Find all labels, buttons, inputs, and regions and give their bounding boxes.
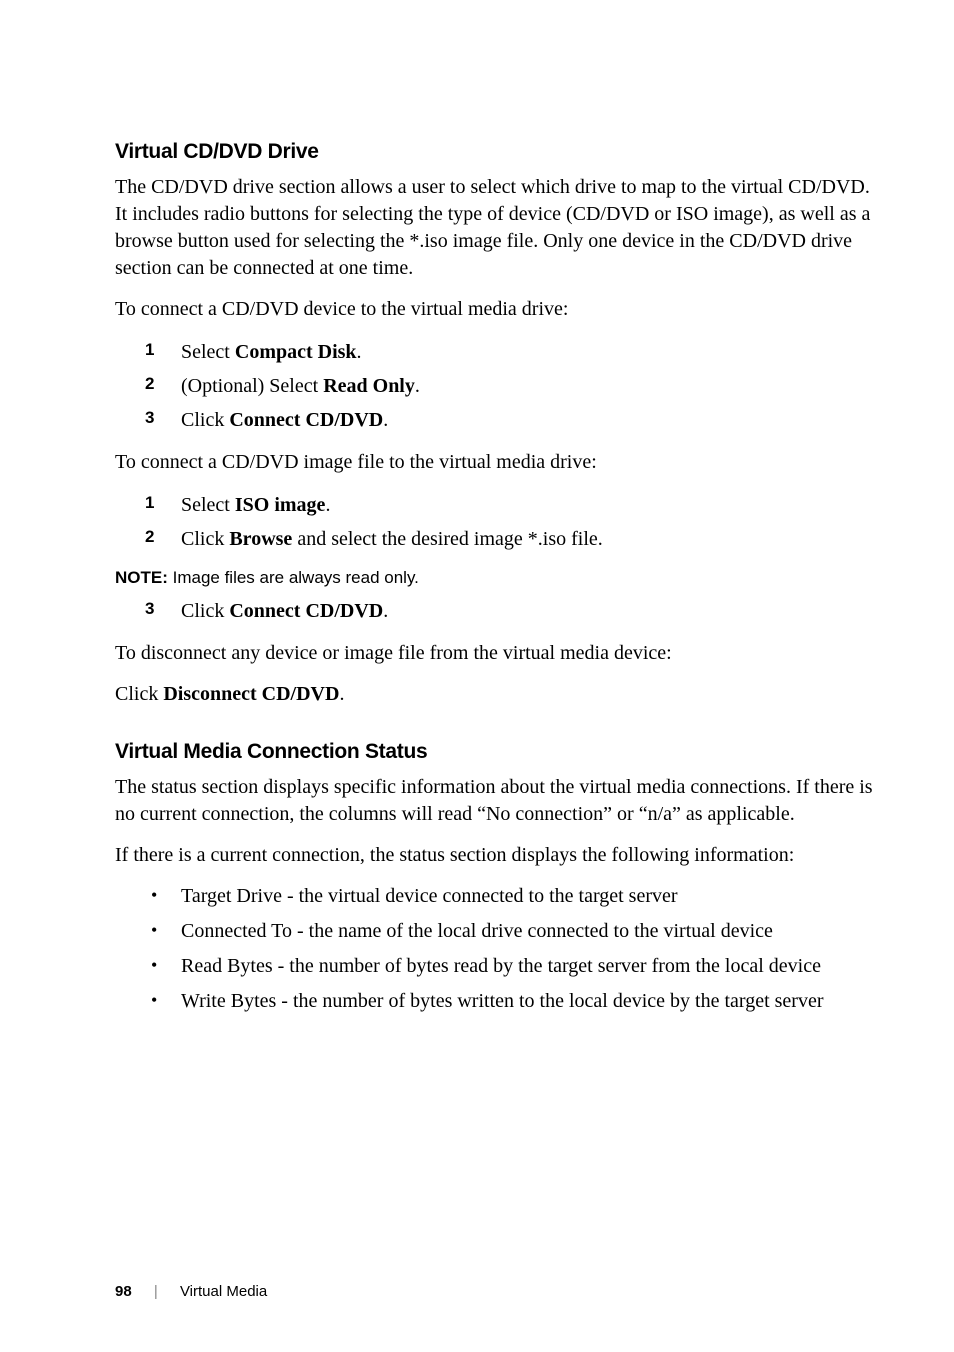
disconnect-pre: Click xyxy=(115,683,163,705)
step-text-post: . xyxy=(325,494,330,516)
step-number: 3 xyxy=(145,596,154,622)
step-text-bold: Compact Disk xyxy=(235,341,357,363)
step-text-pre: Select xyxy=(181,494,235,516)
step-text-post: and select the desired image *.iso file. xyxy=(292,528,602,550)
status-bullet-list: Target Drive - the virtual device connec… xyxy=(145,883,874,1015)
step-2: 2 Click Browse and select the desired im… xyxy=(145,524,874,554)
step-text-pre: Click xyxy=(181,600,229,622)
status-para-1: The status section displays specific inf… xyxy=(115,774,874,828)
disconnect-post: . xyxy=(339,683,344,705)
steps-connect-device: 1 Select Compact Disk. 2 (Optional) Sele… xyxy=(145,337,874,435)
connect-image-lead: To connect a CD/DVD image file to the vi… xyxy=(115,449,874,476)
step-number: 2 xyxy=(145,524,154,550)
note-text: Image files are always read only. xyxy=(173,568,419,587)
step-1: 1 Select Compact Disk. xyxy=(145,337,874,367)
heading-virtual-cddvd-drive: Virtual CD/DVD Drive xyxy=(115,140,874,164)
footer-divider: | xyxy=(154,1283,158,1300)
disconnect-instruction: Click Disconnect CD/DVD. xyxy=(115,681,874,708)
step-text-post: . xyxy=(357,341,362,363)
step-text-pre: (Optional) Select xyxy=(181,375,323,397)
step-text-pre: Select xyxy=(181,341,235,363)
step-text-post: . xyxy=(415,375,420,397)
note-label: NOTE: xyxy=(115,568,173,587)
step-3: 3 Click Connect CD/DVD. xyxy=(145,405,874,435)
step-text-bold: Connect CD/DVD xyxy=(229,600,383,622)
bullet-target-drive: Target Drive - the virtual device connec… xyxy=(145,883,874,910)
step-number: 1 xyxy=(145,337,154,363)
status-para-2: If there is a current connection, the st… xyxy=(115,842,874,869)
bullet-read-bytes: Read Bytes - the number of bytes read by… xyxy=(145,953,874,980)
step-number: 2 xyxy=(145,371,154,397)
heading-virtual-media-connection-status: Virtual Media Connection Status xyxy=(115,740,874,764)
bullet-write-bytes: Write Bytes - the number of bytes writte… xyxy=(145,988,874,1015)
steps-after-note: 3 Click Connect CD/DVD. xyxy=(145,596,874,626)
step-2: 2 (Optional) Select Read Only. xyxy=(145,371,874,401)
page-number: 98 xyxy=(115,1283,132,1300)
bullet-connected-to: Connected To - the name of the local dri… xyxy=(145,918,874,945)
disconnect-bold: Disconnect CD/DVD xyxy=(163,683,339,705)
step-1: 1 Select ISO image. xyxy=(145,490,874,520)
step-text-pre: Click xyxy=(181,409,229,431)
page-footer: 98 | Virtual Media xyxy=(115,1283,267,1300)
step-text-pre: Click xyxy=(181,528,229,550)
step-3: 3 Click Connect CD/DVD. xyxy=(145,596,874,626)
chapter-name: Virtual Media xyxy=(180,1283,267,1300)
step-text-post: . xyxy=(383,409,388,431)
disconnect-lead: To disconnect any device or image file f… xyxy=(115,640,874,667)
note-line: NOTE: Image files are always read only. xyxy=(115,568,874,588)
step-text-bold: Browse xyxy=(229,528,292,550)
step-text-bold: Connect CD/DVD xyxy=(229,409,383,431)
step-text-bold: Read Only xyxy=(323,375,415,397)
steps-connect-image: 1 Select ISO image. 2 Click Browse and s… xyxy=(145,490,874,554)
step-text-bold: ISO image xyxy=(235,494,326,516)
intro-paragraph: The CD/DVD drive section allows a user t… xyxy=(115,174,874,282)
step-number: 3 xyxy=(145,405,154,431)
connect-device-lead: To connect a CD/DVD device to the virtua… xyxy=(115,296,874,323)
step-number: 1 xyxy=(145,490,154,516)
step-text-post: . xyxy=(383,600,388,622)
